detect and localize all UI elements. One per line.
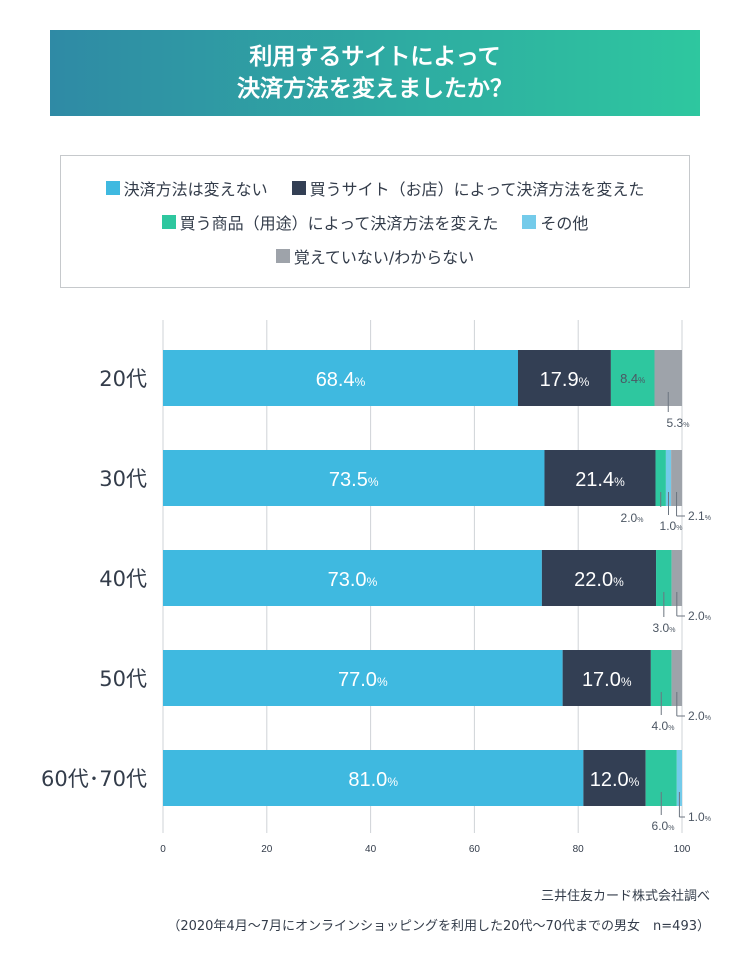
data-label-3-unknown: 2.0% [688,709,711,723]
legend: 決済方法は変えない 買うサイト（お店）によって決済方法を変えた 買う商品（用途）… [60,155,690,288]
data-label-2-unknown: 2.0% [688,609,711,623]
data-label-2-by-product-unit: % [669,627,675,634]
legend-label-by-site: 買うサイト（お店）によって決済方法を変えた [309,179,645,199]
legend-swatch-by-site [291,180,306,195]
data-label-1-by-site-unit: % [614,475,625,489]
title-banner: 利用するサイトによって 決済方法を変えましたか？ [50,30,700,116]
data-label-0-by-product-unit: % [638,376,645,385]
bar-1-by-site [544,450,656,506]
data-label-3-by-site-unit: % [621,675,632,689]
data-label-0-unknown: 5.3% [667,416,690,430]
bar-4-other [676,750,682,806]
data-label-3-no-change-unit: % [377,675,388,689]
chart-title-line1: 利用するサイトによって [249,43,501,70]
x-tick-label-40: 40 [365,844,377,855]
legend-swatch-by-product [161,214,176,229]
legend-label-unknown: 覚えていない/わからない [293,247,475,267]
bar-1-by-product [655,450,666,506]
data-label-0-no-change-unit: % [355,375,366,389]
bar-0-by-site [517,350,611,406]
data-label-4-by-product-unit: % [668,825,674,832]
category-label-4: 60代･70代 [41,767,147,791]
legend-item-no-change: 決済方法は変えない [105,176,268,200]
legend-swatch-unknown [275,248,290,263]
x-tick-label-0: 0 [160,844,166,855]
legend-label-other: その他 [540,213,589,233]
data-label-1-other: 1.0% [660,519,683,533]
data-label-0-unknown-unit: % [683,422,689,429]
data-label-0-by-site-unit: % [579,375,590,389]
data-label-1-no-change: 73.5% [329,469,379,491]
bar-2-by-product [656,550,672,606]
data-label-4-no-change-unit: % [387,775,398,789]
x-tick-label-20: 20 [261,844,273,855]
category-label-3: 50代 [99,667,147,691]
data-label-0-by-site: 17.9% [540,369,590,391]
data-label-4-by-site: 12.0% [590,769,640,791]
category-label-0: 20代 [99,367,147,391]
data-label-1-unknown: 2.1% [688,509,711,523]
data-label-3-no-change: 77.0% [338,669,388,691]
data-label-4-no-change: 81.0% [348,769,398,791]
data-label-3-by-product-unit: % [668,725,674,732]
data-label-4-other-unit: % [705,816,711,823]
data-label-3-by-site: 17.0% [582,669,632,691]
bar-1-unknown [671,450,682,506]
chart-title-line2: 決済方法を変えましたか？ [237,76,513,102]
legend-row-1: 決済方法は変えない 買うサイト（お店）によって決済方法を変えた [94,171,657,205]
data-label-1-other-unit: % [676,525,682,532]
data-label-2-no-change: 73.0% [328,569,378,591]
data-label-2-by-product: 3.0% [653,621,676,635]
data-label-4-other: 1.0% [688,810,711,824]
bar-2-unknown [671,550,682,606]
legend-label-no-change: 決済方法は変えない [123,179,268,199]
category-label-2: 40代 [99,567,147,591]
x-tick-label-60: 60 [469,844,481,855]
data-label-1-by-site: 21.4% [575,469,625,491]
data-label-0-no-change: 68.4% [316,369,366,391]
bar-3-unknown [671,650,682,706]
bar-3-by-site [562,650,651,706]
bar-1-other [665,450,672,506]
data-label-4-by-site-unit: % [629,775,640,789]
data-label-4-by-product: 6.0% [652,819,675,833]
legend-item-unknown: 覚えていない/わからない [275,244,475,268]
bar-2-by-site [541,550,657,606]
data-label-2-by-site-unit: % [613,575,624,589]
bar-0-no-change [163,350,518,406]
source-credit: 三井住友カード株式会社調べ [540,889,710,904]
bar-1-no-change [163,450,545,506]
bar-3-by-product [650,650,672,706]
bar-2-no-change [163,550,542,606]
legend-item-by-product: 買う商品（用途）によって決済方法を変えた [161,210,499,234]
legend-item-other: その他 [522,210,588,234]
legend-label-by-product: 買う商品（用途）によって決済方法を変えた [179,213,499,233]
data-label-3-unknown-unit: % [705,715,711,722]
data-label-1-unknown-unit: % [705,515,711,522]
data-label-1-by-product: 2.0% [621,511,644,525]
data-label-2-no-change-unit: % [367,575,378,589]
legend-swatch-other [522,214,537,229]
bar-3-no-change [163,650,563,706]
x-tick-label-80: 80 [573,844,585,855]
bar-4-no-change [163,750,584,806]
category-label-1: 30代 [99,467,147,491]
data-label-1-by-product-unit: % [637,517,643,524]
bar-0-by-product [610,350,655,406]
legend-item-by-site: 買うサイト（お店）によって決済方法を変えた [291,176,645,200]
legend-row-2: 買う商品（用途）によって決済方法を変えた その他 [150,205,601,239]
data-label-2-unknown-unit: % [705,615,711,622]
legend-swatch-no-change [105,180,120,195]
data-label-3-by-product: 4.0% [652,719,675,733]
source-note: （2020年4月〜7月にオンラインショッピングを利用した20代〜70代までの男女… [167,919,710,934]
legend-row-3: 覚えていない/わからない [264,239,487,273]
data-label-1-no-change-unit: % [368,475,379,489]
bar-4-by-site [583,750,646,806]
x-tick-label-100: 100 [674,844,691,855]
data-label-2-by-site: 22.0% [574,569,624,591]
